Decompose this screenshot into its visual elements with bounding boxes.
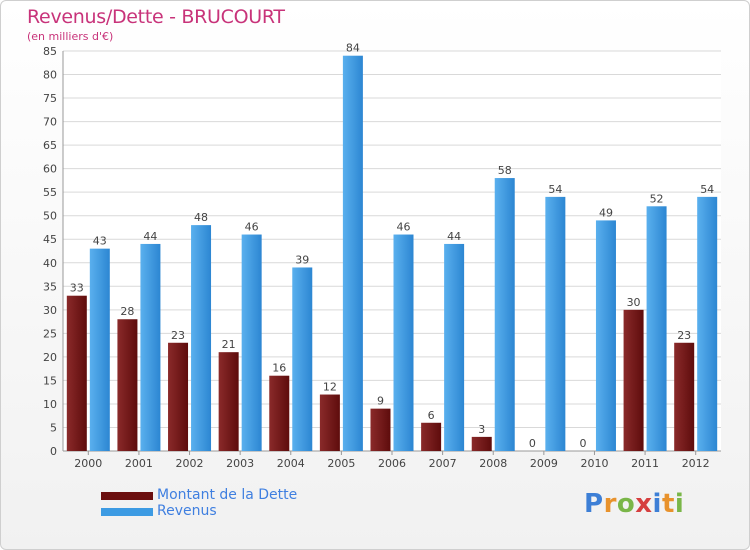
- data-label-dette: 0: [579, 437, 586, 450]
- y-tick-label: 45: [43, 233, 57, 246]
- x-tick-label: 2007: [429, 457, 457, 470]
- x-tick-label: 2001: [125, 457, 153, 470]
- legend-label-revenus: Revenus: [157, 503, 217, 519]
- data-label-revenus: 49: [599, 206, 613, 219]
- x-tick-label: 2005: [327, 457, 355, 470]
- y-tick-label: 35: [43, 280, 57, 293]
- bar-revenus: [494, 178, 515, 451]
- data-label-dette: 30: [627, 296, 641, 309]
- bar-revenus: [595, 220, 616, 451]
- y-tick-label: 0: [50, 445, 57, 458]
- x-tick-label: 2009: [530, 457, 558, 470]
- y-tick-label: 65: [43, 139, 57, 152]
- bar-dette: [117, 319, 138, 451]
- bar-revenus: [545, 196, 566, 451]
- y-tick-label: 15: [43, 374, 57, 387]
- y-tick-label: 75: [43, 92, 57, 105]
- x-tick-label: 2000: [74, 457, 102, 470]
- bar-dette: [218, 352, 239, 451]
- data-label-revenus: 43: [93, 235, 107, 248]
- proxiti-logo: Proxiti: [584, 489, 684, 519]
- legend-label-dette: Montant de la Dette: [157, 487, 298, 503]
- x-tick-label: 2002: [176, 457, 204, 470]
- data-label-revenus: 52: [650, 192, 664, 205]
- y-tick-label: 25: [43, 327, 57, 340]
- y-tick-label: 50: [43, 210, 57, 223]
- data-label-revenus: 54: [700, 183, 714, 196]
- bar-dette: [66, 295, 87, 451]
- bar-dette: [370, 408, 391, 451]
- x-tick-label: 2010: [580, 457, 608, 470]
- bar-revenus: [646, 206, 667, 451]
- data-label-revenus: 46: [397, 221, 411, 234]
- x-tick-label: 2012: [682, 457, 710, 470]
- y-tick-label: 60: [43, 163, 57, 176]
- data-label-dette: 3: [478, 423, 485, 436]
- plot-area: [63, 51, 721, 451]
- bar-revenus: [191, 225, 212, 451]
- data-label-dette: 6: [428, 409, 435, 422]
- legend-swatch-dette: [101, 492, 153, 500]
- bar-revenus: [241, 234, 262, 451]
- x-tick-label: 2004: [277, 457, 305, 470]
- data-label-dette: 9: [377, 395, 384, 408]
- bar-revenus: [140, 243, 161, 451]
- data-label-revenus: 44: [143, 230, 157, 243]
- data-label-revenus: 84: [346, 42, 360, 55]
- x-tick-label: 2006: [378, 457, 406, 470]
- legend-swatch-revenus: [101, 508, 153, 516]
- x-tick-label: 2003: [226, 457, 254, 470]
- bar-revenus: [292, 267, 313, 451]
- data-label-revenus: 46: [245, 221, 259, 234]
- data-label-dette: 0: [529, 437, 536, 450]
- bar-dette: [319, 394, 340, 451]
- logo-letter: r: [603, 489, 617, 519]
- bar-dette: [421, 422, 442, 451]
- logo-letter: i: [674, 489, 685, 519]
- bar-revenus: [444, 243, 465, 451]
- data-label-revenus: 44: [447, 230, 461, 243]
- bar-dette: [623, 309, 644, 451]
- data-label-dette: 23: [677, 329, 691, 342]
- logo-letter: o: [616, 489, 636, 519]
- bar-revenus: [697, 196, 718, 451]
- data-label-dette: 28: [120, 305, 134, 318]
- bar-dette: [471, 436, 492, 451]
- data-label-dette: 33: [70, 282, 84, 295]
- bar-revenus: [89, 248, 110, 451]
- y-tick-label: 55: [43, 186, 57, 199]
- y-tick-label: 20: [43, 351, 57, 364]
- data-label-revenus: 58: [498, 164, 512, 177]
- y-tick-label: 40: [43, 257, 57, 270]
- y-tick-label: 10: [43, 398, 57, 411]
- y-tick-label: 5: [50, 421, 57, 434]
- y-tick-label: 30: [43, 304, 57, 317]
- data-label-revenus: 39: [295, 253, 309, 266]
- data-label-dette: 23: [171, 329, 185, 342]
- data-label-dette: 12: [323, 381, 337, 394]
- x-tick-label: 2011: [631, 457, 659, 470]
- logo-letter: t: [661, 489, 675, 519]
- y-tick-label: 85: [43, 45, 57, 58]
- data-label-dette: 21: [222, 338, 236, 351]
- y-tick-label: 80: [43, 69, 57, 82]
- bar-revenus: [393, 234, 414, 451]
- data-label-revenus: 54: [548, 183, 562, 196]
- logo-letter: i: [652, 489, 662, 519]
- bar-dette: [168, 342, 189, 451]
- bar-revenus: [342, 55, 363, 452]
- logo-letter: P: [584, 489, 604, 519]
- data-label-dette: 16: [272, 362, 286, 375]
- chart-title: Revenus/Dette - BRUCOURT: [27, 6, 285, 28]
- bar-dette: [269, 375, 290, 451]
- chart-subtitle: (en milliers d'€): [27, 30, 114, 43]
- data-label-revenus: 48: [194, 211, 208, 224]
- bar-dette: [674, 342, 695, 451]
- logo-letter: x: [635, 489, 653, 519]
- y-tick-label: 70: [43, 116, 57, 129]
- x-tick-label: 2008: [479, 457, 507, 470]
